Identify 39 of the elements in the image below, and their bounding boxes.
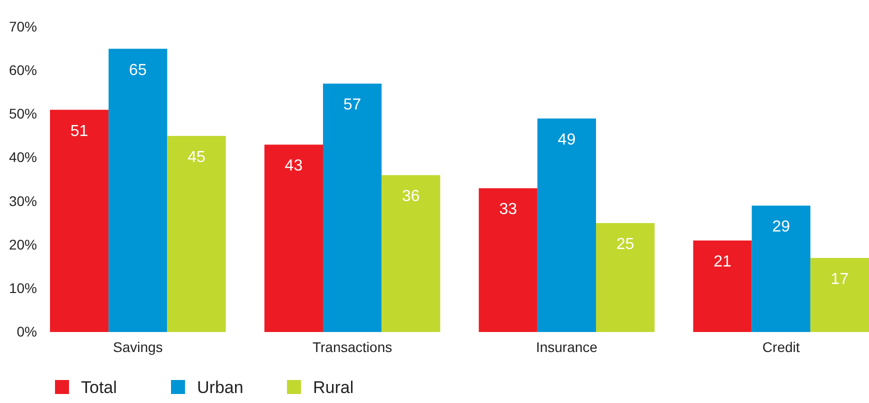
data-label: 45 xyxy=(188,148,206,166)
y-tick-label: 50% xyxy=(8,106,37,122)
bar xyxy=(50,110,109,332)
data-label: 17 xyxy=(830,270,849,288)
y-tick-label: 40% xyxy=(8,149,37,166)
bar xyxy=(537,118,596,332)
x-tick-label: Transactions xyxy=(312,338,392,355)
data-label: 49 xyxy=(558,132,576,148)
y-tick-label: 70% xyxy=(8,18,37,34)
y-tick-label: 30% xyxy=(8,192,37,209)
y-tick-label: 0% xyxy=(16,323,37,340)
bar xyxy=(323,84,382,332)
bar xyxy=(693,240,752,332)
data-label: 57 xyxy=(343,96,362,114)
bar xyxy=(596,223,655,332)
data-label: 43 xyxy=(284,158,303,175)
x-tick-label: Credit xyxy=(762,338,800,355)
y-tick-label: 60% xyxy=(8,62,37,78)
legend-label: Urban xyxy=(197,378,244,397)
bar xyxy=(167,136,226,332)
data-label: 36 xyxy=(402,188,420,206)
data-label: 33 xyxy=(499,201,518,218)
bar xyxy=(382,175,440,332)
legend-label: Total xyxy=(81,378,117,397)
y-tick-label: 10% xyxy=(8,280,37,296)
bar xyxy=(108,48,168,332)
data-label: 51 xyxy=(70,122,88,140)
bar xyxy=(264,144,323,332)
data-label: 21 xyxy=(714,254,732,270)
bar xyxy=(752,206,810,332)
x-tick-label: Insurance xyxy=(536,338,598,355)
y-tick-label: 20% xyxy=(8,236,37,252)
bar xyxy=(810,258,869,332)
data-label: 65 xyxy=(129,62,147,79)
legend-label: Rural xyxy=(313,378,354,397)
bar xyxy=(478,188,538,332)
data-label: 29 xyxy=(772,218,790,236)
data-label: 25 xyxy=(616,236,634,254)
x-tick-label: Savings xyxy=(112,338,163,355)
